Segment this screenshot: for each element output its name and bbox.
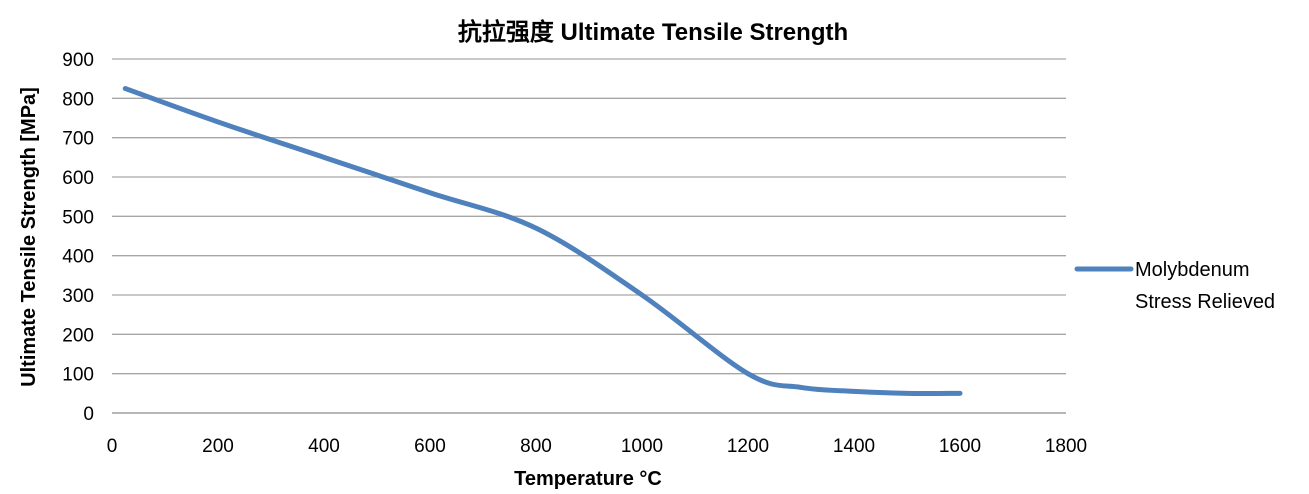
legend: Molybdenum Stress Relieved xyxy=(1074,259,1275,313)
y-tick-label: 500 xyxy=(62,207,94,228)
x-tick-label: 1600 xyxy=(939,436,981,457)
x-tick-label: 0 xyxy=(107,436,118,457)
x-tick-label: 1200 xyxy=(727,436,769,457)
gridlines xyxy=(112,58,1066,414)
y-tick-label: 800 xyxy=(62,89,94,110)
x-tick-label: 800 xyxy=(520,436,552,457)
y-tick-label: 100 xyxy=(62,365,94,386)
y-axis-label: Ultimate Tensile Strength [MPa] xyxy=(18,87,40,387)
y-tick-label: 700 xyxy=(62,129,94,150)
x-tick-label: 200 xyxy=(202,436,234,457)
x-tick-label: 1400 xyxy=(833,436,875,457)
x-tick-label: 600 xyxy=(414,436,446,457)
x-tick-label: 1000 xyxy=(621,436,663,457)
y-tick-label: 600 xyxy=(62,168,94,189)
y-tick-label: 200 xyxy=(62,325,94,346)
y-tick-label: 0 xyxy=(83,404,94,425)
x-axis-ticks: 0 200 400 600 800 1000 1200 1400 1600 1800 xyxy=(107,436,1087,457)
y-tick-label: 400 xyxy=(62,247,94,268)
chart-title: 抗拉强度 Ultimate Tensile Strength xyxy=(458,18,848,46)
y-tick-label: 900 xyxy=(62,50,94,71)
legend-label-line-2: Stress Relieved xyxy=(1135,291,1275,313)
legend-label-line-1: Molybdenum xyxy=(1135,259,1250,281)
y-tick-label: 300 xyxy=(62,286,94,307)
x-tick-label: 400 xyxy=(308,436,340,457)
y-axis-ticks: 0 100 200 300 400 500 600 700 800 900 xyxy=(62,50,94,425)
x-tick-label: 1800 xyxy=(1045,436,1087,457)
plot-series xyxy=(122,86,963,396)
x-axis-label: Temperature °C xyxy=(514,468,662,490)
series-line-0 xyxy=(122,86,963,396)
